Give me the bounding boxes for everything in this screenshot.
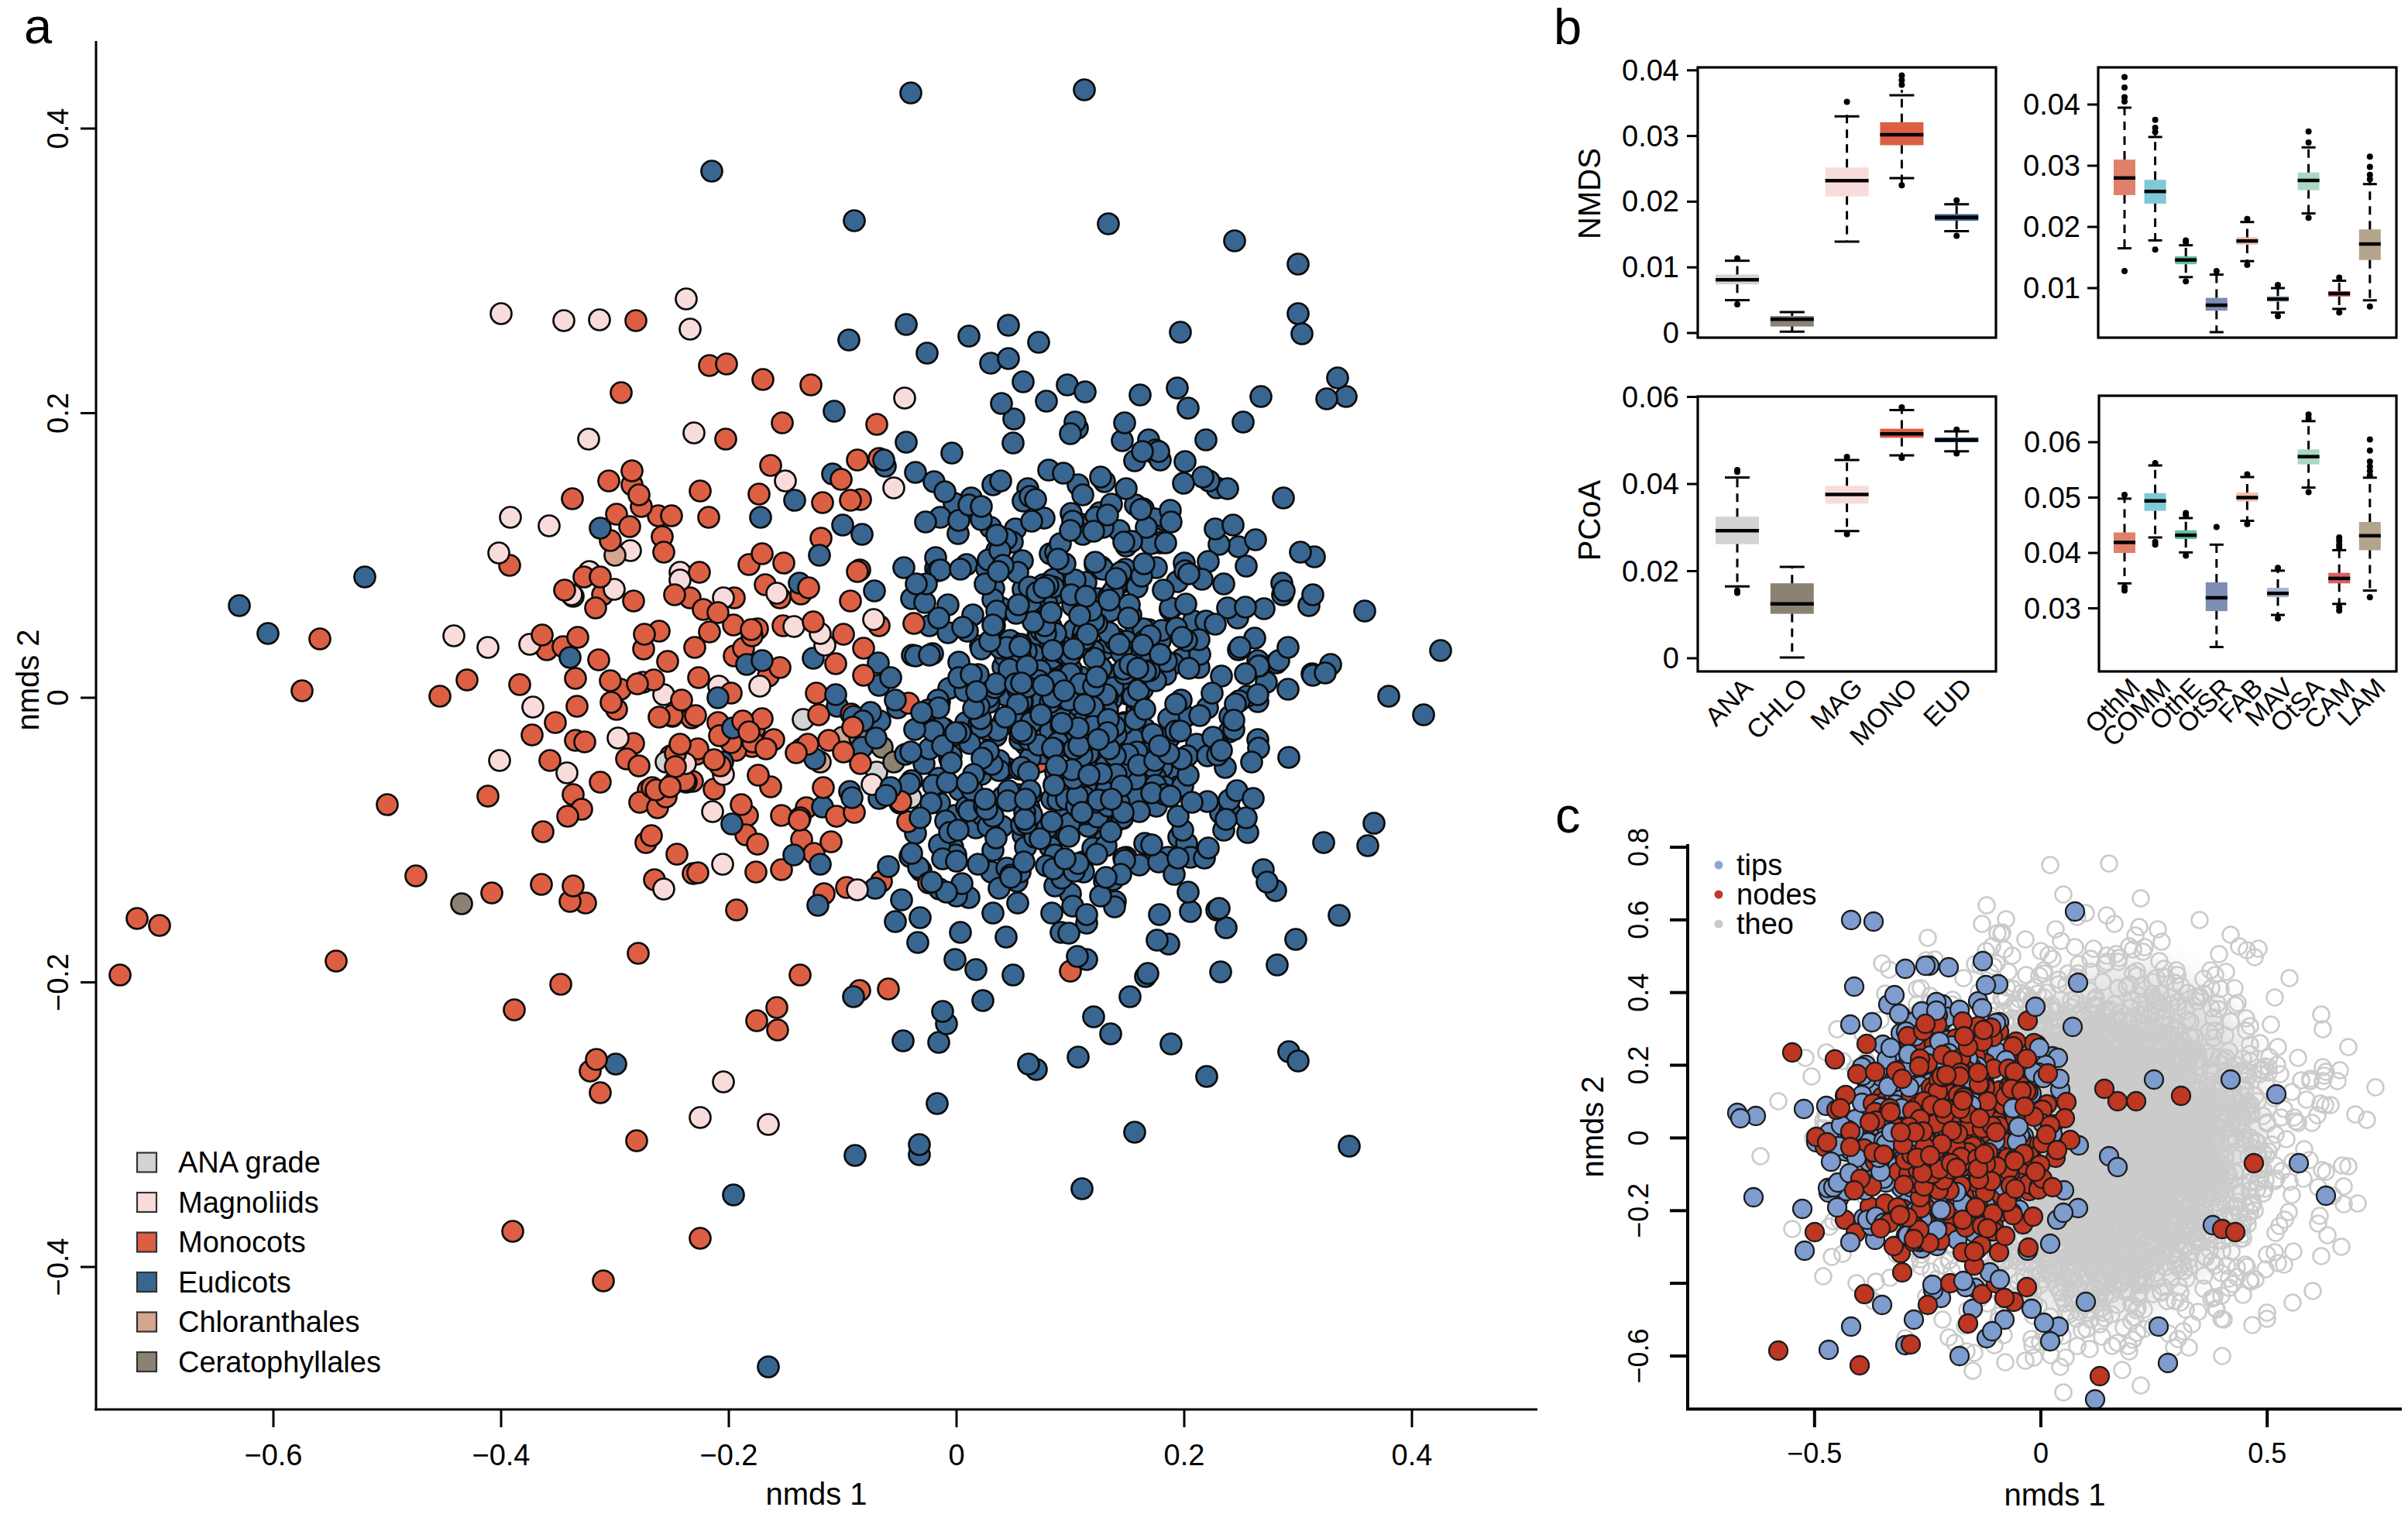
svg-text:c: c [1555, 787, 1581, 843]
svg-text:−0.2: −0.2 [699, 1439, 757, 1471]
svg-text:0: 0 [1663, 642, 1679, 675]
svg-text:0.2: 0.2 [42, 393, 74, 434]
svg-text:0: 0 [1663, 317, 1679, 349]
svg-text:Monocots: Monocots [178, 1226, 306, 1258]
svg-text:0.4: 0.4 [1623, 973, 1654, 1012]
svg-text:b: b [1554, 0, 1582, 55]
svg-text:−0.4: −0.4 [42, 1238, 74, 1296]
svg-text:−0.4: −0.4 [472, 1439, 530, 1471]
svg-text:0.03: 0.03 [1622, 120, 1679, 153]
svg-text:0.06: 0.06 [1622, 381, 1679, 414]
svg-text:0.6: 0.6 [1623, 901, 1654, 939]
svg-text:Chloranthales: Chloranthales [178, 1306, 359, 1338]
svg-text:−0.2: −0.2 [1623, 1183, 1654, 1238]
svg-text:0.04: 0.04 [1622, 54, 1679, 87]
svg-text:−0.6: −0.6 [244, 1439, 302, 1471]
svg-text:0.8: 0.8 [1623, 828, 1654, 867]
svg-text:Ceratophyllales: Ceratophyllales [178, 1346, 381, 1378]
svg-text:0: 0 [42, 689, 74, 706]
svg-text:0.5: 0.5 [2248, 1437, 2286, 1469]
svg-text:Magnoliids: Magnoliids [178, 1186, 319, 1219]
svg-text:0.05: 0.05 [2024, 482, 2081, 514]
svg-text:tips: tips [1736, 849, 1782, 881]
svg-text:0: 0 [948, 1439, 964, 1471]
svg-text:−0.2: −0.2 [42, 953, 74, 1011]
svg-text:0.2: 0.2 [1623, 1045, 1654, 1084]
svg-text:−0.5: −0.5 [1787, 1437, 1842, 1469]
svg-text:0.04: 0.04 [1622, 468, 1679, 500]
svg-text:0.01: 0.01 [2023, 272, 2080, 304]
svg-text:−0.6: −0.6 [1623, 1328, 1654, 1383]
svg-text:theo: theo [1736, 908, 1794, 940]
svg-text:PCoA: PCoA [1572, 479, 1606, 561]
svg-text:0: 0 [2033, 1437, 2049, 1469]
svg-text:0.04: 0.04 [2023, 88, 2080, 121]
svg-text:0: 0 [1623, 1130, 1654, 1145]
svg-text:Eudicots: Eudicots [178, 1266, 291, 1299]
svg-text:nmds 2: nmds 2 [1575, 1076, 1609, 1177]
svg-text:nmds 2: nmds 2 [11, 629, 45, 730]
svg-text:nmds 1: nmds 1 [2004, 1478, 2105, 1512]
svg-text:0.2: 0.2 [1164, 1439, 1205, 1471]
svg-text:nodes: nodes [1736, 878, 1817, 911]
svg-text:0.02: 0.02 [1622, 185, 1679, 218]
svg-text:0.06: 0.06 [2024, 426, 2081, 458]
svg-text:0.4: 0.4 [42, 108, 74, 149]
svg-text:nmds 1: nmds 1 [765, 1477, 867, 1511]
svg-text:ANA grade: ANA grade [178, 1146, 321, 1179]
svg-text:NMDS: NMDS [1572, 148, 1606, 239]
svg-text:0.03: 0.03 [2024, 592, 2081, 625]
svg-text:0.01: 0.01 [1622, 251, 1679, 283]
svg-text:a: a [24, 0, 53, 54]
svg-text:0.4: 0.4 [1392, 1439, 1433, 1471]
svg-text:0.03: 0.03 [2023, 149, 2080, 182]
svg-text:0.04: 0.04 [2024, 537, 2081, 569]
svg-text:0.02: 0.02 [1622, 555, 1679, 588]
svg-text:0.02: 0.02 [2023, 211, 2080, 243]
